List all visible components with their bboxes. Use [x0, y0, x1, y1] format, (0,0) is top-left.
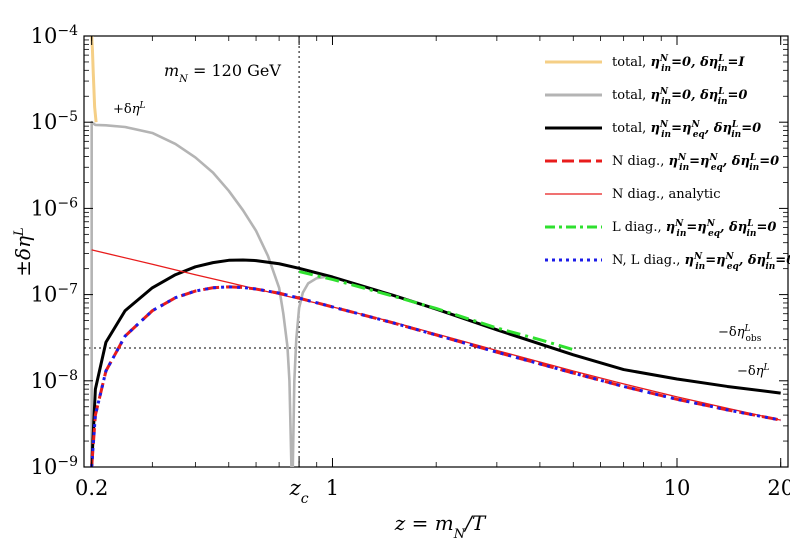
legend: total, ηN in=0, δηL in=I total, ηN in=0, δηL…	[545, 54, 790, 272]
x-tick-label: 0.2	[75, 476, 108, 500]
legend-label-0: total, ηN in=0, δηL in=I	[612, 54, 745, 74]
plus-delta-eta-label: +δηL	[113, 101, 146, 117]
reference-lines	[84, 36, 788, 467]
legend-label-4: N diag., analytic	[612, 187, 721, 202]
y-axis-label: ±δηL	[11, 227, 35, 276]
x-tick-label: zc	[289, 476, 309, 507]
x-tick-label: 10	[664, 476, 691, 500]
series-line-6	[90, 285, 781, 467]
x-axis-label: z = mN/T	[394, 511, 487, 541]
y-tick-label: 10−8	[31, 368, 78, 393]
y-tick-label: 10−6	[31, 195, 78, 220]
series-line-1	[90, 120, 325, 467]
legend-label-1: total, ηN in=0, δηL in=0	[612, 87, 747, 107]
y-tick-label: 10−4	[31, 23, 78, 48]
series-line-2	[90, 258, 781, 467]
svg-text:±δηL: ±δηL	[11, 227, 35, 276]
series-layer	[90, 36, 781, 467]
mass-annotation: mN = 120 GeV	[164, 61, 281, 85]
series-line-5	[298, 270, 574, 352]
series-line-0	[90, 36, 98, 123]
legend-label-3: N diag., ηN in=ηN eq, δηL in=0	[612, 153, 779, 173]
y-tick-label: 10−5	[31, 109, 78, 134]
y-tick-label: 10−9	[31, 454, 78, 479]
legend-label-5: L diag., ηN in=ηN eq, δηL in=0	[612, 219, 776, 239]
minus-delta-eta-label: −δηL	[737, 363, 770, 379]
legend-label-2: total, ηN in=ηN eq, δηL in=0	[612, 120, 761, 140]
series-line-3	[90, 285, 781, 467]
x-tick-label: 20	[767, 476, 790, 500]
x-tick-label: 1	[326, 476, 339, 500]
eta-obs-label: −δηL obs	[718, 324, 762, 344]
y-tick-label: 10−7	[31, 282, 78, 307]
